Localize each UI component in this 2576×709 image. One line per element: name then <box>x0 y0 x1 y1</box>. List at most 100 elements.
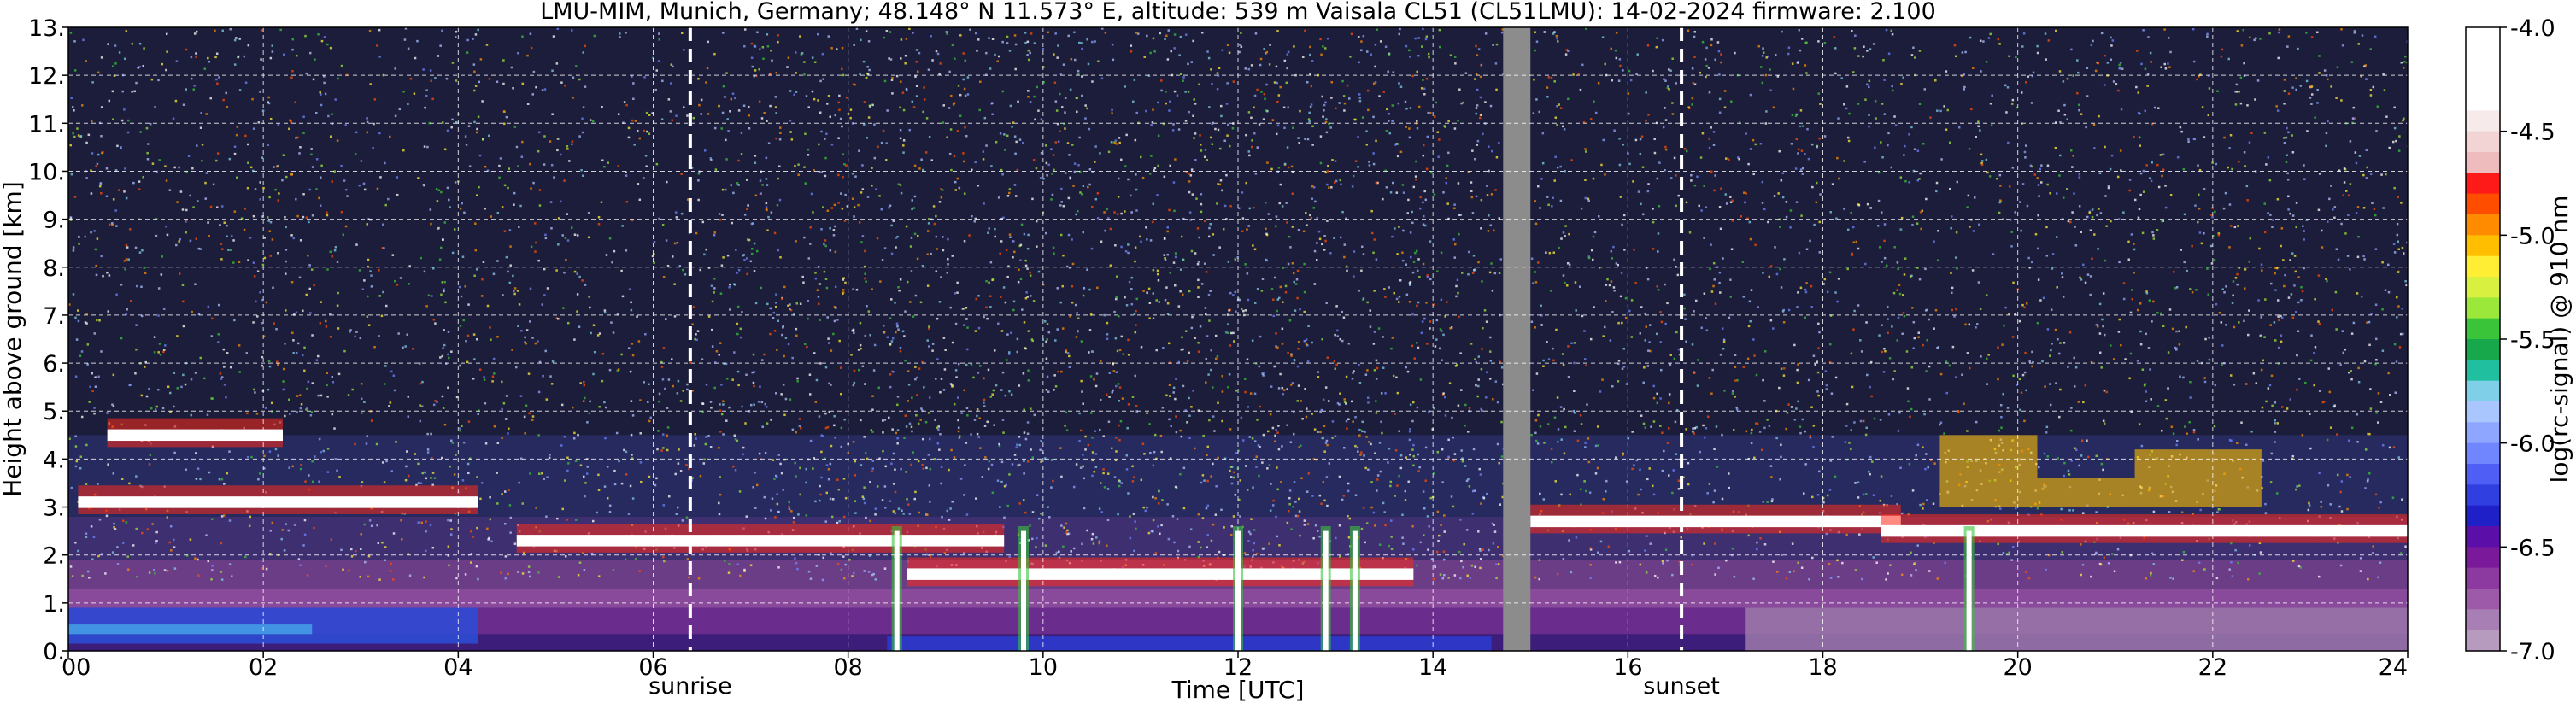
noise-dot <box>2145 290 2148 293</box>
noise-dot <box>683 49 685 51</box>
noise-dot <box>2348 371 2350 374</box>
noise-dot <box>601 159 604 162</box>
noise-dot <box>2263 202 2266 205</box>
noise-dot <box>2107 185 2110 188</box>
noise-dot <box>911 208 913 211</box>
noise-dot <box>1417 301 1420 304</box>
noise-dot <box>1088 127 1091 131</box>
noise-dot <box>1702 424 1705 427</box>
noise-dot <box>722 403 725 406</box>
noise-dot <box>1424 38 1428 41</box>
noise-dot <box>517 52 519 55</box>
noise-dot <box>1881 350 1884 354</box>
noise-dot <box>292 352 295 354</box>
noise-dot <box>2272 219 2274 221</box>
noise-dot <box>1685 340 1687 343</box>
chart-title: LMU-MIM, Munich, Germany; 48.148° N 11.5… <box>540 0 1936 25</box>
noise-dot <box>1062 204 1065 208</box>
noise-dot <box>2310 36 2314 38</box>
noise-dot <box>2164 206 2168 209</box>
noise-dot <box>2284 273 2286 277</box>
noise-dot <box>837 173 840 177</box>
noise-dot <box>928 554 930 556</box>
noise-dot <box>1304 138 1306 140</box>
noise-dot <box>1008 188 1012 190</box>
noise-dot <box>852 83 855 85</box>
noise-dot <box>1084 435 1087 438</box>
noise-dot <box>2402 119 2404 122</box>
noise-dot <box>1325 439 1329 442</box>
noise-dot <box>1381 431 1383 435</box>
noise-dot <box>616 313 619 316</box>
noise-dot <box>1084 448 1087 451</box>
noise-dot <box>2398 135 2401 138</box>
noise-dot <box>1769 89 1772 92</box>
noise-dot <box>1230 482 1234 485</box>
noise-dot <box>1853 309 1856 313</box>
noise-dot <box>1804 430 1806 433</box>
noise-dot <box>1057 370 1059 373</box>
noise-dot <box>908 128 912 132</box>
noise-dot <box>181 208 185 211</box>
noise-dot <box>955 376 958 378</box>
noise-dot <box>1817 322 1820 325</box>
noise-dot <box>1283 126 1286 130</box>
noise-dot <box>2061 276 2064 278</box>
noise-dot <box>1060 201 1064 203</box>
noise-dot <box>2228 203 2232 206</box>
noise-dot <box>406 450 408 453</box>
noise-dot <box>1628 69 1631 73</box>
noise-dot <box>1781 196 1785 199</box>
noise-dot <box>1054 32 1057 35</box>
noise-dot <box>1768 425 1771 427</box>
noise-dot <box>1348 517 1352 520</box>
noise-dot <box>114 528 117 530</box>
noise-dot <box>956 130 959 132</box>
noise-dot <box>2110 58 2112 62</box>
noise-dot <box>473 89 476 92</box>
noise-dot <box>290 234 293 237</box>
noise-dot <box>425 549 427 553</box>
noise-dot <box>256 270 260 273</box>
noise-dot <box>1276 100 1279 103</box>
noise-dot <box>1311 341 1313 344</box>
noise-dot <box>1851 252 1853 255</box>
noise-dot <box>1310 85 1313 88</box>
noise-dot <box>1889 564 1892 566</box>
noise-dot <box>1584 196 1587 200</box>
noise-dot <box>1127 243 1130 246</box>
noise-dot <box>259 91 261 93</box>
noise-dot <box>1304 387 1306 390</box>
noise-dot <box>1896 339 1898 342</box>
noise-dot <box>1082 402 1084 405</box>
noise-dot <box>2206 35 2209 38</box>
noise-dot <box>731 378 734 381</box>
noise-dot <box>127 258 130 261</box>
noise-dot <box>1434 115 1436 118</box>
noise-dot <box>1311 144 1314 146</box>
noise-dot <box>1579 488 1582 491</box>
noise-dot <box>1693 31 1697 33</box>
noise-dot <box>1188 290 1191 293</box>
noise-dot <box>1221 374 1224 378</box>
noise-dot <box>443 280 447 284</box>
noise-dot <box>2198 561 2201 564</box>
noise-dot <box>2036 247 2039 250</box>
noise-dot <box>1694 299 1698 302</box>
noise-dot <box>437 55 440 57</box>
noise-dot <box>1303 339 1306 343</box>
noise-dot <box>978 417 981 419</box>
noise-dot <box>1460 389 1463 391</box>
noise-dot <box>865 30 868 32</box>
noise-dot <box>162 349 166 351</box>
noise-dot <box>1358 93 1361 96</box>
noise-dot <box>1691 103 1693 106</box>
noise-dot <box>1734 396 1736 398</box>
noise-dot <box>211 397 214 400</box>
noise-dot <box>2314 346 2317 349</box>
noise-dot <box>789 398 792 401</box>
noise-dot <box>1461 457 1464 460</box>
noise-dot <box>982 158 985 161</box>
noise-dot <box>284 343 286 345</box>
noise-dot <box>1408 301 1411 303</box>
